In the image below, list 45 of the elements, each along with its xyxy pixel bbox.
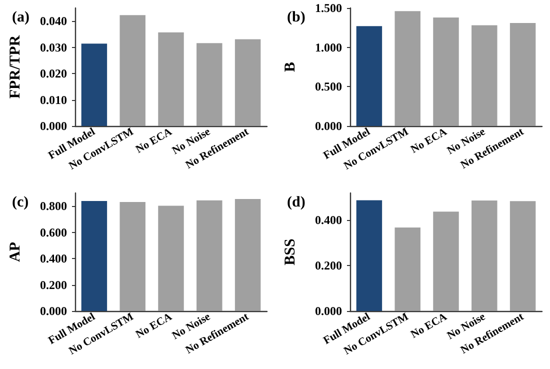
y-axis-title: BSS <box>282 238 298 266</box>
bar <box>81 44 108 126</box>
y-tick-label: 0.020 <box>40 66 67 81</box>
bar <box>234 199 261 311</box>
bar <box>158 206 184 311</box>
y-tick-label: 0.010 <box>40 92 67 107</box>
y-tick-label: 0.030 <box>40 40 67 54</box>
text: (c) <box>12 194 29 210</box>
y-axis-title: AP <box>8 242 24 262</box>
y-tick-label: 0.400 <box>315 213 342 228</box>
bar <box>394 227 420 311</box>
y-tick-label: 0.000 <box>40 119 67 133</box>
y-tick-label: 1.500 <box>315 1 342 15</box>
bar <box>196 43 222 126</box>
bar <box>510 201 536 311</box>
bar <box>510 22 536 126</box>
text: (d) <box>287 194 306 210</box>
bar <box>120 15 146 126</box>
y-axis-title: FPR/TPR <box>8 35 24 99</box>
bar <box>472 25 498 126</box>
y-tick-label: 0.200 <box>315 258 342 273</box>
y-tick-label: 0.400 <box>40 252 67 266</box>
y-tick-label: 0.040 <box>40 14 67 28</box>
y-tick-label: 0.000 <box>315 119 342 133</box>
bar <box>356 200 382 311</box>
bar <box>234 39 261 126</box>
bar <box>120 202 146 311</box>
bar <box>81 201 108 311</box>
bar <box>472 200 498 311</box>
bar <box>433 17 459 126</box>
y-tick-label: 0.000 <box>40 304 67 318</box>
bar <box>158 32 184 126</box>
text: (a) <box>12 10 30 26</box>
bar <box>356 26 382 126</box>
bar <box>433 212 459 311</box>
text: (b) <box>287 10 306 26</box>
bar <box>196 200 222 311</box>
y-tick-label: 0.800 <box>40 199 67 214</box>
y-tick-label: 1.000 <box>315 40 342 54</box>
y-tick-label: 0.200 <box>40 278 67 292</box>
bar <box>394 11 420 126</box>
y-tick-label: 0.600 <box>40 225 67 240</box>
y-tick-label: 0.000 <box>315 304 342 318</box>
y-axis-title: B <box>282 62 298 72</box>
y-tick-label: 0.500 <box>315 80 342 94</box>
